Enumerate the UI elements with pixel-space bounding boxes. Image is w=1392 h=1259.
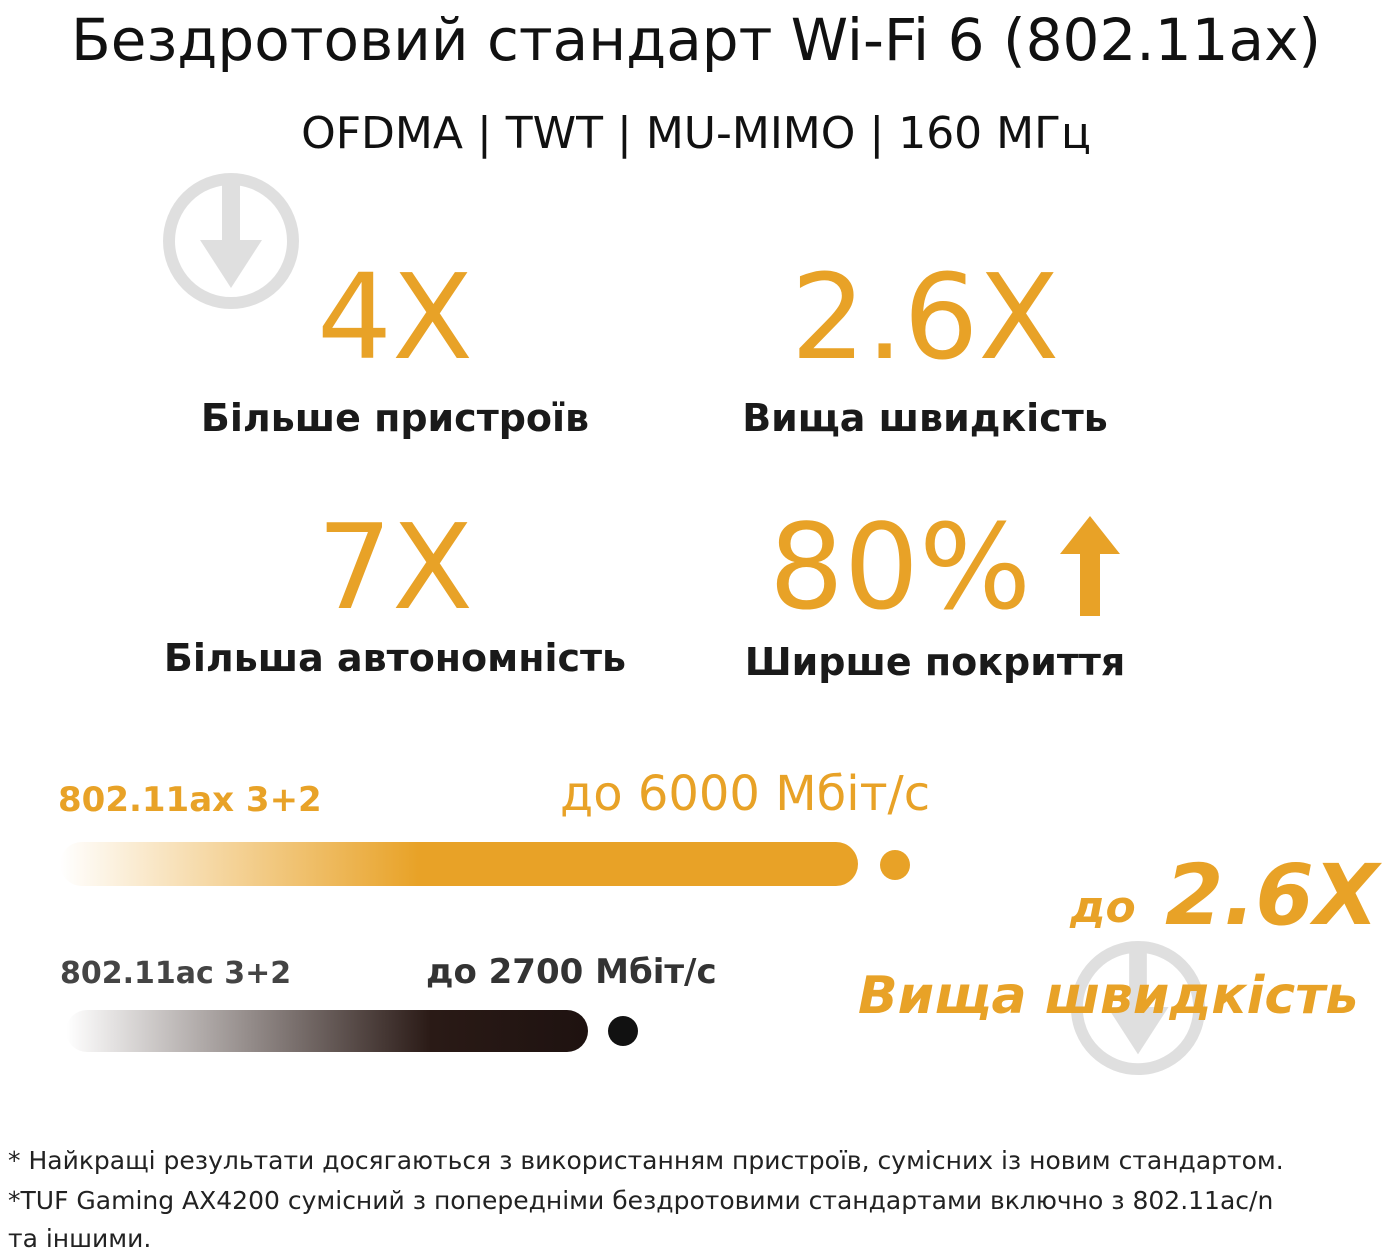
highlight-prefix: до bbox=[1070, 882, 1136, 933]
download-watermark-icon bbox=[163, 173, 299, 309]
stat-value-speed: 2.6X bbox=[790, 248, 1060, 386]
footnote: * Найкращі результати досягаються з вико… bbox=[8, 1146, 1284, 1175]
stat-value-battery: 7X bbox=[317, 498, 473, 636]
ac-bar-dot bbox=[608, 1016, 638, 1046]
ac-speed-bar bbox=[66, 1010, 588, 1052]
footnote: *TUF Gaming AX4200 сумісний з попереднім… bbox=[8, 1186, 1274, 1215]
ac-label: 802.11ac 3+2 bbox=[60, 956, 292, 991]
feature-list: OFDMA | TWT | MU-MIMO | 160 МГц bbox=[301, 108, 1091, 159]
ac-rate: до 2700 Мбіт/с bbox=[426, 952, 717, 992]
ax-speed-bar bbox=[60, 842, 858, 886]
highlight-caption: Вища швидкість bbox=[858, 966, 1359, 1026]
stat-caption-speed: Вища швидкість bbox=[742, 396, 1108, 440]
stat-caption-battery: Більша автономність bbox=[163, 636, 627, 680]
footnote: та іншими. bbox=[8, 1224, 152, 1253]
stat-caption-devices: Більше пристроїв bbox=[200, 396, 590, 440]
page-title: Бездротовий стандарт Wi-Fi 6 (802.11ax) bbox=[70, 6, 1322, 74]
ax-bar-dot bbox=[880, 850, 910, 880]
highlight-value: 2.6X bbox=[1165, 846, 1379, 944]
ax-rate: до 6000 Мбіт/с bbox=[560, 766, 931, 822]
stat-caption-coverage: Ширше покриття bbox=[744, 640, 1126, 684]
download-watermark-icon bbox=[1070, 940, 1206, 1076]
stat-value-coverage: 80% bbox=[768, 498, 1032, 636]
arrow-up-icon bbox=[1060, 516, 1120, 616]
ax-label: 802.11ax 3+2 bbox=[58, 780, 322, 820]
stat-value-devices: 4X bbox=[317, 248, 473, 386]
